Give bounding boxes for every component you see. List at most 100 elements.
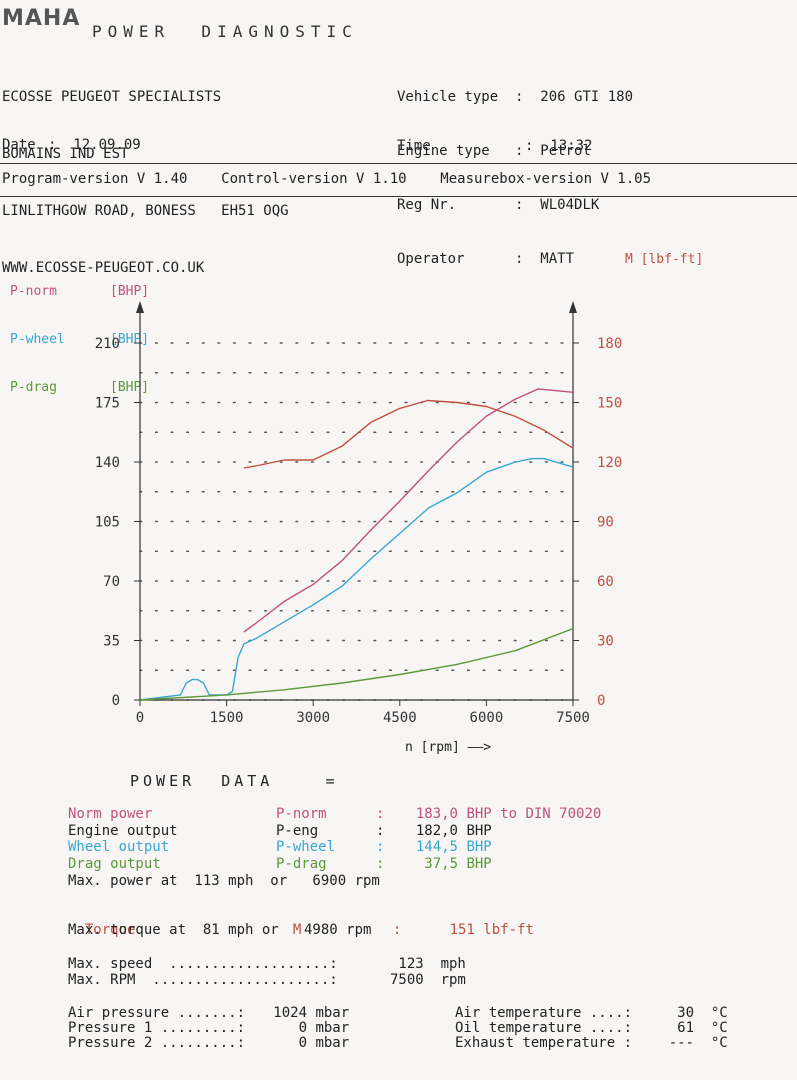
env-value: 1024 [273,1005,308,1021]
version-line: Program-version V 1.40 Control-version V… [2,171,652,187]
env-label: Air pressure .......: [68,1005,246,1021]
power-row-label: Wheel output [68,839,170,855]
env-label: Pressure 1 .........: [68,1020,246,1036]
power-row-label: Engine output [68,822,178,839]
maha-logo: MAHA [2,6,81,31]
date-label: Date [2,137,36,153]
env-row: Exhaust temperature : --- °C [455,1036,728,1051]
vehicle-type-label: Vehicle type [397,89,499,105]
torque-sym: M [292,922,302,938]
y-tick-label-left: 175 [95,396,120,412]
max-rpm-value: 7500 [390,972,424,988]
env-unit: °C [710,1005,728,1021]
company-address-2: LINLITHGOW ROAD, BONESS EH51 OQG [2,203,289,219]
x-tick-label: 0 [136,710,144,726]
time-value: 13:32 [550,138,593,154]
env-row: Air pressure .......: 1024 mbar [68,1006,349,1021]
y-tick-label-right: 150 [597,396,622,412]
y-tick-label-right: 30 [597,634,614,650]
env-left: Air pressure .......: 1024 mbar Pressure 1… [68,1006,349,1051]
env-label: Oil temperature ....: [455,1020,633,1036]
power-row-separator: : [376,839,385,855]
series-line-p-drag [139,627,574,701]
axis-arrow-left [136,301,144,313]
y-tick-label-left: 210 [95,336,120,352]
torque-row: Torque M:151 lbf-ft [84,922,534,938]
power-row-unit: BHP [466,839,492,855]
env-value: 30 [677,1005,695,1021]
y-tick-label-left: 35 [103,634,120,650]
operator-label: Operator [397,251,465,267]
power-row-label: Drag output [68,855,161,872]
max-rpm-label: Max. RPM .....................: [68,972,338,988]
env-unit: mbar [315,1020,350,1036]
company-address-1: BOMAINS IND EST [2,146,129,162]
max-speed-unit: mph [440,956,466,972]
x-tick-label: 6000 [470,710,504,726]
env-row: Pressure 1 .........: 0 mbar [68,1021,349,1036]
power-row-value: 144,5 [415,839,458,855]
max-torque-line: Max. torque at 81 mph or 4980 rpm [68,922,372,938]
power-row: Norm power P-norm: 183,0 BHP to DIN 70020 [68,806,601,823]
max-speed-label: Max. speed ...................: [68,956,338,972]
x-tick-label: 3000 [296,710,330,726]
max-speed-row: Max. speed ...................: 123 mph [68,956,466,972]
power-row-separator: : [376,855,385,872]
y-tick-label-right: 60 [597,574,614,590]
power-data-title: POWER DATA = [130,772,339,790]
y-tick-label-left: 70 [103,574,120,590]
max-speed-value: 123 [398,956,424,972]
env-unit: °C [710,1035,728,1051]
env-unit: °C [710,1020,728,1036]
company-name: ECOSSE PEUGEOT SPECIALISTS [2,89,222,105]
power-row-symbol: P-norm [276,806,327,822]
time-label: Time [397,138,431,154]
vehicle-fields: Vehicle type: 206 GTI 180 Engine type: P… [397,89,634,267]
env-value: --- [668,1035,695,1051]
power-row-label: Norm power [68,806,153,822]
max-rpm-row: Max. RPM .....................: 7500 rpm [68,972,466,988]
company-website: WWW.ECOSSE-PEUGEOT.CO.UK [2,260,205,276]
power-row-separator: : [376,806,385,822]
y-tick-label-right: 90 [597,515,614,531]
chart-legend: P-norm [BHP] P-wheel [BHP] P-drag [BHP] [10,252,149,412]
power-row: Engine output P-eng: 182,0 BHP [68,823,601,840]
y-tick-label-right: 120 [597,455,622,471]
y-tick-label-left: 140 [95,455,120,471]
power-row-value: 182,0 [415,822,458,839]
x-axis-label: n [rpm] ——> [405,740,492,755]
env-label: Air temperature ....: [455,1005,633,1021]
env-right: Air temperature ....: 30 °C Oil temperatur… [455,1006,728,1051]
env-value: 0 [298,1035,308,1051]
power-row-value: 183,0 [415,806,458,822]
power-row: Wheel output P-wheel: 144,5 BHP [68,839,601,856]
env-value: 61 [677,1020,695,1036]
power-row-unit: BHP to DIN 70020 [466,806,602,822]
legend-torque: M [lbf-ft] [625,252,704,267]
engine-type-value: Petrol [540,143,591,159]
engine-type-label: Engine type [397,143,490,159]
env-row: Pressure 2 .........: 0 mbar [68,1036,349,1051]
x-tick-label: 1500 [210,710,244,726]
power-row-separator: : [376,822,385,839]
power-row: Drag output P-drag: 37,5 BHP [68,856,601,873]
torque-value: 151 [449,922,475,938]
x-tick-label: 7500 [556,710,590,726]
env-unit: mbar [315,1005,350,1021]
env-row: Air temperature ....: 30 °C [455,1006,728,1021]
env-label: Pressure 2 .........: [68,1035,246,1051]
power-row-unit: BHP [466,855,492,872]
torque-label: Torque [84,922,136,938]
operator-value: MATT [540,251,575,267]
power-row-symbol: P-eng [276,822,319,839]
env-row: Oil temperature ....: 61 °C [455,1021,728,1036]
legend-p-norm: P-norm [BHP] [10,284,150,299]
vehicle-type-value: 206 GTI 180 [540,89,634,105]
power-chart: 0 35 70 105 140 175 210 0 30 60 90 120 150 180 0 1500 30… [95,301,622,726]
axis-arrow-right [569,301,577,313]
env-value: 0 [298,1020,308,1036]
y-tick-label-right: 0 [597,693,605,709]
company-block: ECOSSE PEUGEOT SPECIALISTS BOMAINS IND E… [2,50,289,297]
power-row-value: 37,5 [424,855,458,872]
power-row-symbol: P-drag [276,855,327,872]
